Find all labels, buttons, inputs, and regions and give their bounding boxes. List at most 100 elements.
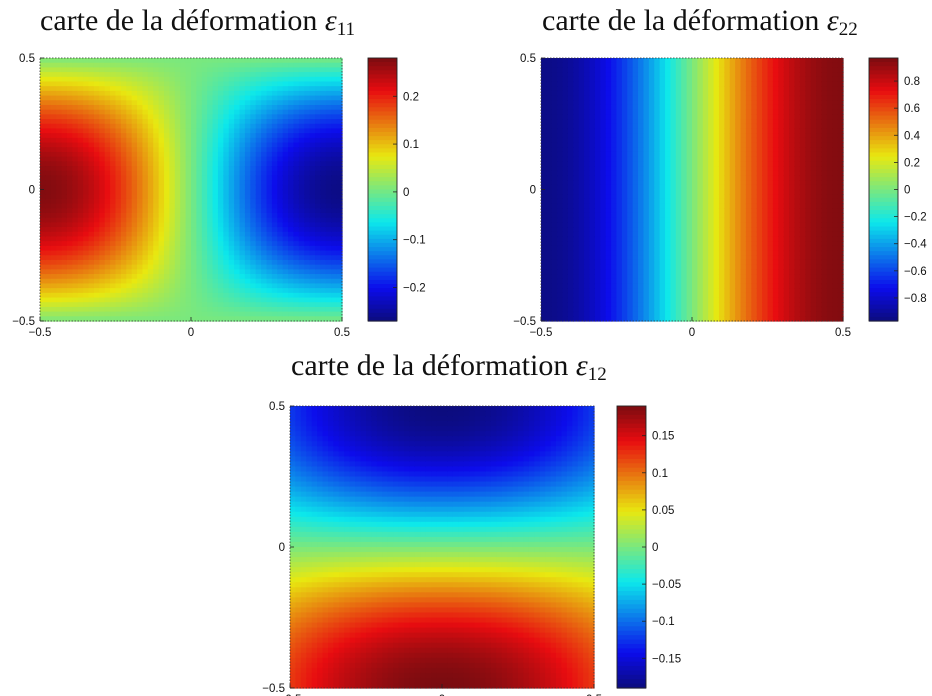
- colorbar-segment: [368, 271, 397, 277]
- heatmap-cell: [185, 259, 192, 266]
- heatmap-cell: [578, 166, 585, 172]
- heatmap-cell: [99, 180, 106, 186]
- heatmap-cell: [212, 95, 219, 101]
- heatmap-cell: [201, 222, 208, 228]
- heatmap-cell: [72, 306, 79, 313]
- heatmap-cell: [293, 147, 300, 153]
- heatmap-cell: [708, 114, 715, 120]
- heatmap-cell: [158, 170, 165, 177]
- heatmap-cell: [255, 90, 262, 97]
- heatmap-cell: [126, 278, 133, 285]
- heatmap-cell: [627, 208, 634, 214]
- heatmap-cell: [336, 119, 343, 125]
- heatmap-cell: [541, 114, 547, 120]
- heatmap-cell: [315, 151, 322, 158]
- heatmap-cell: [325, 151, 332, 158]
- heatmap-cell: [282, 104, 289, 111]
- heatmap-cell: [45, 58, 52, 64]
- heatmap-cell: [589, 194, 596, 200]
- heatmap-cell: [692, 208, 698, 214]
- heatmap-cell: [616, 76, 623, 83]
- heatmap-cell: [56, 274, 63, 280]
- heatmap-cell: [551, 297, 558, 303]
- heatmap-cell: [589, 283, 596, 289]
- heatmap-cell: [158, 137, 165, 144]
- heatmap-cell: [584, 208, 591, 214]
- heatmap-cell: [659, 184, 666, 191]
- heatmap-cell: [223, 302, 230, 308]
- heatmap-cell: [692, 114, 698, 120]
- heatmap-cell: [638, 278, 645, 285]
- heatmap-cell: [562, 250, 569, 256]
- heatmap-cell: [147, 175, 154, 181]
- heatmap-cell: [50, 166, 57, 172]
- heatmap-cell: [654, 175, 661, 181]
- heatmap-cell: [567, 264, 574, 270]
- heatmap-cell: [675, 58, 682, 64]
- heatmap-cell: [697, 109, 704, 115]
- heatmap-cell: [605, 189, 612, 195]
- heatmap-cell: [562, 194, 569, 200]
- heatmap-cell: [217, 302, 224, 308]
- heatmap-cell: [578, 236, 585, 242]
- heatmap-cell: [104, 227, 111, 233]
- heatmap-cell: [174, 133, 181, 139]
- heatmap-cell: [320, 114, 327, 120]
- heatmap-cell: [83, 194, 90, 200]
- heatmap-cell: [632, 292, 639, 299]
- heatmap-cell: [627, 241, 634, 247]
- heatmap-cell: [277, 241, 284, 247]
- heatmap-cell: [675, 274, 682, 280]
- heatmap-cell: [605, 297, 612, 303]
- heatmap-cell: [234, 90, 241, 97]
- heatmap-cell: [616, 180, 623, 186]
- heatmap-cell: [546, 288, 553, 294]
- heatmap-cell: [708, 151, 715, 158]
- heatmap-cell: [244, 269, 251, 275]
- heatmap-cell: [573, 189, 580, 195]
- heatmap-cell: [621, 137, 628, 144]
- heatmap-cell: [131, 175, 138, 181]
- heatmap-cell: [325, 292, 332, 299]
- heatmap-cell: [665, 156, 672, 162]
- heatmap-cell: [551, 62, 558, 68]
- heatmap-cell: [120, 184, 127, 191]
- heatmap-cell: [594, 292, 601, 299]
- heatmap-cell: [562, 104, 569, 111]
- heatmap-cell: [670, 198, 677, 205]
- heatmap-cell: [217, 241, 224, 247]
- heatmap-cell: [594, 166, 601, 172]
- heatmap-cell: [217, 147, 224, 153]
- heatmap-cell: [546, 147, 553, 153]
- heatmap-cell: [578, 316, 585, 322]
- heatmap-cell: [567, 104, 574, 111]
- heatmap-cell: [147, 259, 154, 266]
- heatmap-cell: [665, 255, 672, 261]
- heatmap-cell: [99, 250, 106, 256]
- heatmap-cell: [659, 208, 666, 214]
- heatmap-cell: [654, 137, 661, 144]
- heatmap-cell: [562, 58, 569, 64]
- heatmap-cell: [681, 217, 688, 223]
- heatmap-cell: [50, 67, 57, 73]
- heatmap-cell: [185, 227, 192, 233]
- heatmap-cell: [697, 95, 704, 101]
- heatmap-cell: [223, 316, 230, 322]
- heatmap-cell: [557, 306, 564, 313]
- heatmap-cell: [541, 283, 547, 289]
- heatmap-cell: [147, 236, 154, 242]
- heatmap-cell: [692, 189, 698, 195]
- heatmap-cell: [228, 180, 235, 186]
- heatmap-cell: [277, 288, 284, 294]
- heatmap-cell: [239, 212, 246, 219]
- heatmap-cell: [255, 81, 262, 87]
- heatmap-cell: [223, 255, 230, 261]
- heatmap-cell: [670, 170, 677, 177]
- heatmap-cell: [594, 316, 601, 322]
- heatmap-cell: [638, 104, 645, 111]
- heatmap-cell: [573, 269, 580, 275]
- heatmap-cell: [56, 58, 63, 64]
- heatmap-cell: [88, 189, 95, 195]
- heatmap-cell: [643, 212, 650, 219]
- heatmap-cell: [234, 128, 241, 134]
